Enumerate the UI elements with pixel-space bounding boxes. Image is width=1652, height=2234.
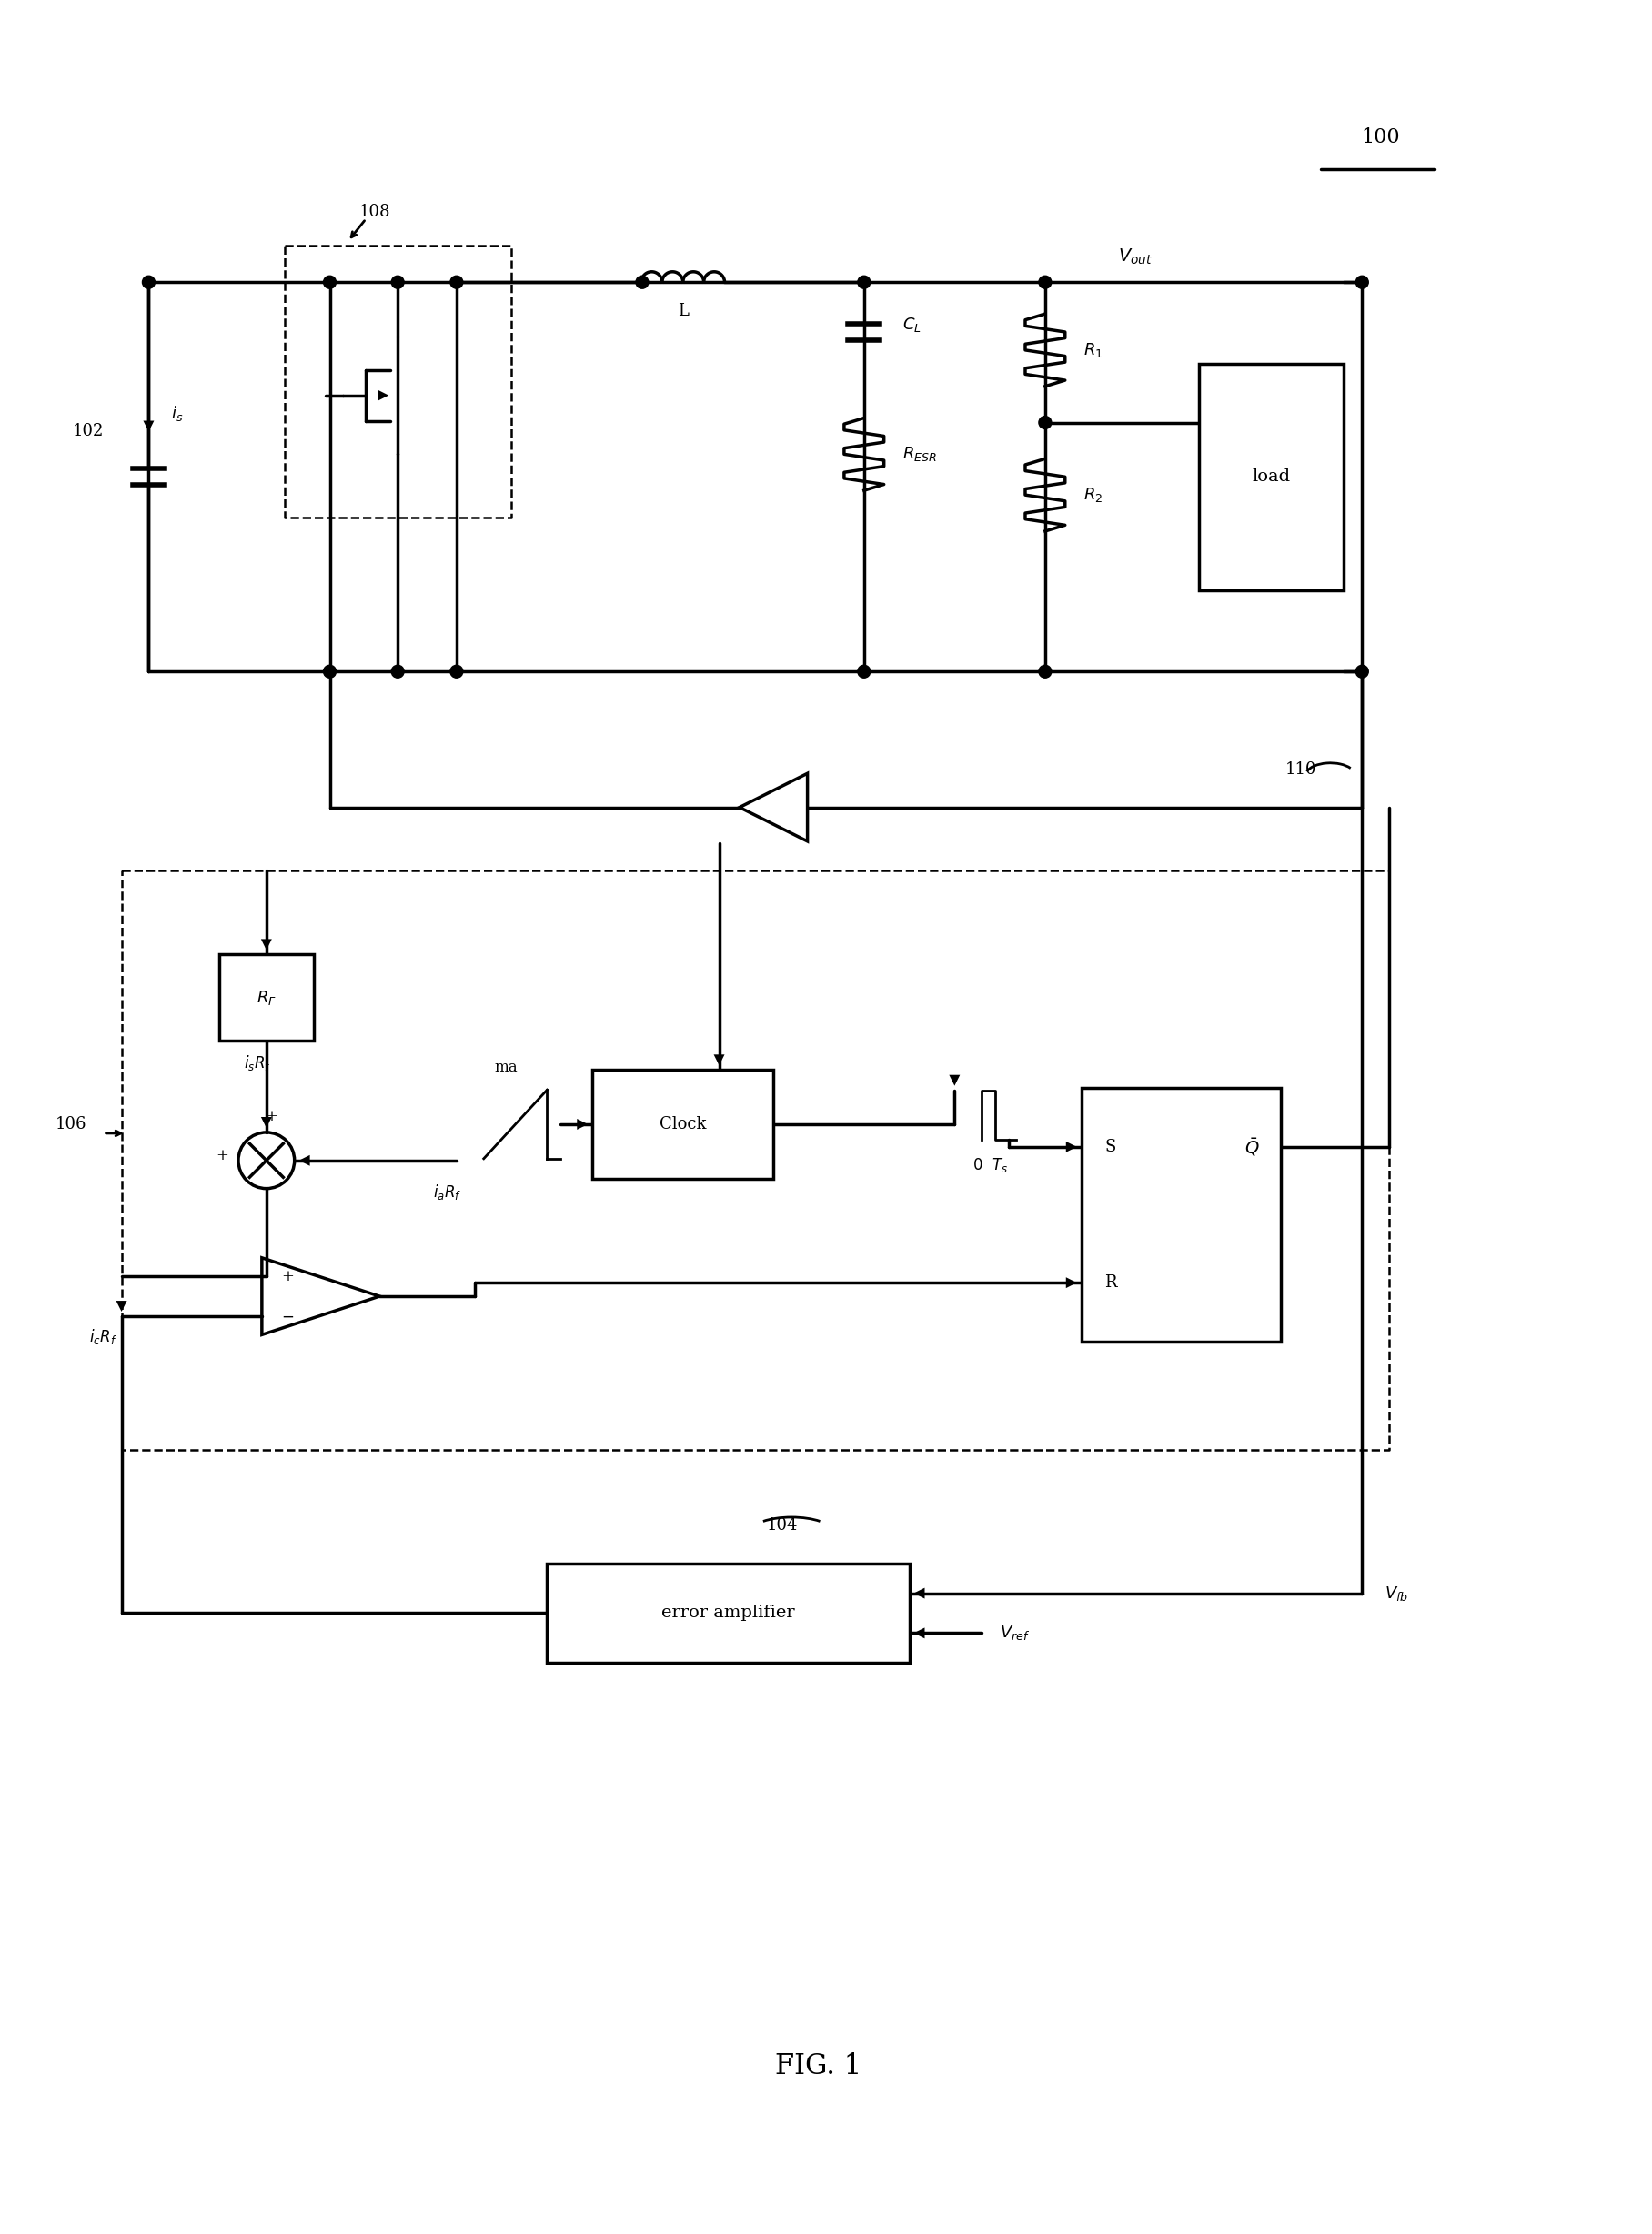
Text: $i_aR_f$: $i_aR_f$ (433, 1182, 463, 1202)
Text: $R_F$: $R_F$ (256, 987, 276, 1008)
Text: $V_{fb}$: $V_{fb}$ (1384, 1584, 1409, 1602)
Text: 106: 106 (56, 1117, 88, 1133)
Text: L: L (677, 304, 689, 319)
Text: +: + (216, 1148, 228, 1164)
Circle shape (451, 666, 463, 677)
Circle shape (392, 275, 405, 288)
Circle shape (1356, 275, 1368, 288)
Bar (1199, 364, 1345, 590)
Text: error amplifier: error amplifier (661, 1604, 795, 1622)
Text: $C_L$: $C_L$ (902, 315, 922, 333)
Circle shape (1039, 275, 1051, 288)
Polygon shape (116, 1300, 127, 1311)
Polygon shape (261, 938, 273, 949)
Polygon shape (261, 1117, 273, 1128)
Text: +: + (264, 1108, 278, 1124)
Text: 102: 102 (73, 424, 104, 440)
Text: $R_{ESR}$: $R_{ESR}$ (902, 445, 937, 462)
Text: $R_1$: $R_1$ (1084, 342, 1102, 360)
Circle shape (1039, 416, 1051, 429)
Text: 100: 100 (1361, 127, 1399, 147)
Circle shape (324, 666, 335, 677)
Bar (593, 1070, 773, 1180)
Polygon shape (1066, 1142, 1077, 1153)
Circle shape (1039, 666, 1051, 677)
Bar (547, 1564, 909, 1662)
Text: $i_sR_f$: $i_sR_f$ (243, 1054, 271, 1072)
Circle shape (324, 275, 335, 288)
Text: S: S (1105, 1139, 1117, 1155)
Text: $-$: $-$ (281, 1309, 294, 1325)
Text: +: + (281, 1269, 294, 1285)
Circle shape (857, 275, 871, 288)
Text: R: R (1104, 1276, 1117, 1291)
Polygon shape (577, 1119, 588, 1130)
Text: $i_s$: $i_s$ (172, 404, 183, 422)
Circle shape (392, 666, 405, 677)
Polygon shape (914, 1588, 925, 1600)
Text: $0\ \ T_s$: $0\ \ T_s$ (973, 1157, 1009, 1175)
Polygon shape (950, 1075, 960, 1086)
Circle shape (636, 275, 649, 288)
Circle shape (451, 275, 463, 288)
Polygon shape (914, 1629, 925, 1638)
Circle shape (857, 666, 871, 677)
Text: FIG. 1: FIG. 1 (775, 2051, 862, 2080)
Text: 108: 108 (360, 203, 392, 219)
Text: 104: 104 (767, 1517, 798, 1533)
Text: $V_{out}$: $V_{out}$ (1118, 248, 1153, 266)
Text: $R_2$: $R_2$ (1084, 485, 1102, 505)
Text: 110: 110 (1285, 762, 1317, 777)
Text: $i_cR_f$: $i_cR_f$ (89, 1327, 117, 1347)
Bar (218, 954, 314, 1041)
Text: load: load (1252, 469, 1290, 485)
Text: Clock: Clock (659, 1117, 707, 1133)
Polygon shape (144, 420, 154, 431)
Text: $V_{ref}$: $V_{ref}$ (999, 1624, 1031, 1642)
Polygon shape (714, 1054, 725, 1066)
Bar (1082, 1088, 1280, 1343)
Circle shape (142, 275, 155, 288)
Circle shape (1356, 666, 1368, 677)
Text: ma: ma (494, 1059, 519, 1075)
Text: $\bar{Q}$: $\bar{Q}$ (1244, 1137, 1259, 1157)
Polygon shape (299, 1155, 311, 1166)
Polygon shape (1066, 1278, 1077, 1289)
Polygon shape (378, 391, 388, 400)
